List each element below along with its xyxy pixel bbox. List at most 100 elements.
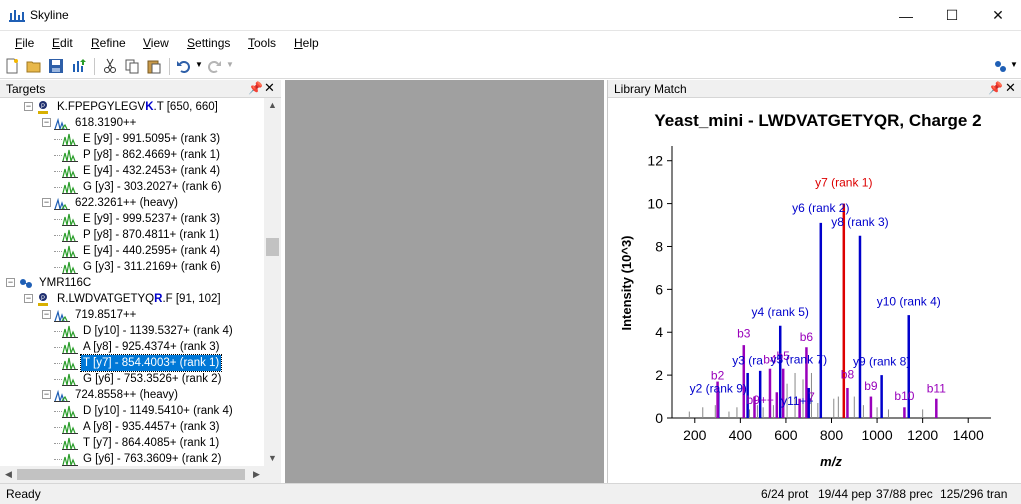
tree-label[interactable]: P [y8] - 862.4669+ (rank 1)	[83, 149, 220, 161]
tree-label[interactable]: P [y8] - 870.4811+ (rank 1)	[83, 229, 220, 241]
tree-row-precursor[interactable]: − 719.8517++	[0, 307, 264, 323]
tree-label[interactable]: G [y6] - 763.3609+ (rank 2)	[83, 453, 222, 465]
menu-help[interactable]: Help	[294, 36, 319, 50]
targets-tree[interactable]: − P K.FPEPGYLEGVK.T [650, 660] −618.3190++ E…	[0, 98, 264, 466]
collapse-toggle[interactable]: −	[24, 293, 33, 303]
tree-label[interactable]: A [y8] - 935.4457+ (rank 3)	[83, 421, 220, 433]
tree-label[interactable]: E [y4] - 440.2595+ (rank 4)	[83, 245, 221, 257]
pin-icon[interactable]: 📌	[988, 81, 1003, 95]
tree-row-precursor[interactable]: − 618.3190++	[0, 115, 264, 131]
status-peptides: 19/44 pep	[818, 487, 872, 501]
tree-label[interactable]: 724.8558++ (heavy)	[75, 389, 178, 401]
scroll-right-icon[interactable]: ▶	[253, 469, 260, 479]
tree-row-transition[interactable]: E [y4] - 440.2595+ (rank 4)	[0, 243, 264, 259]
tree-label[interactable]: E [y4] - 432.2453+ (rank 4)	[83, 165, 221, 177]
scroll-up-icon[interactable]: ▲	[268, 100, 277, 110]
tree-label[interactable]: G [y3] - 303.2027+ (rank 6)	[83, 181, 222, 193]
tree-row-transition[interactable]: G [y6] - 753.3526+ (rank 2)	[0, 371, 264, 387]
spectrum-chart[interactable]: Yeast_mini - LWDVATGETYQR, Charge 2 Inte…	[608, 98, 1020, 482]
undo-icon[interactable]	[176, 58, 192, 74]
tree-label[interactable]: R.LWDVATGETYQR.F [91, 102]	[57, 293, 221, 305]
maximize-button[interactable]: ☐	[945, 7, 959, 23]
pin-icon[interactable]: 📌	[248, 81, 263, 95]
peak-label: b3	[737, 327, 751, 341]
tree-label[interactable]: 719.8517++	[75, 309, 137, 321]
tree-row-precursor[interactable]: − 724.8558++ (heavy)	[0, 387, 264, 403]
menu-settings[interactable]: Settings	[187, 36, 231, 50]
peak-label: b4	[763, 352, 777, 366]
close-button[interactable]: ✕	[992, 7, 1004, 23]
import-results-icon[interactable]	[71, 58, 87, 74]
copy-icon[interactable]	[124, 58, 140, 74]
collapse-toggle[interactable]: −	[24, 101, 33, 111]
tree-label[interactable]: G [y3] - 311.2169+ (rank 6)	[83, 261, 221, 273]
redo-dropdown-icon: ▼	[226, 60, 234, 69]
toolbar-separator	[94, 58, 95, 75]
tree-label[interactable]: 622.3261++ (heavy)	[75, 197, 178, 209]
tree-row-transition[interactable]: G [y6] - 763.3609+ (rank 2)	[0, 451, 264, 466]
close-panel-icon[interactable]: ✕	[1005, 80, 1016, 95]
scroll-thumb[interactable]	[266, 238, 279, 256]
scroll-left-icon[interactable]: ◀	[5, 469, 12, 479]
tree-label[interactable]: YMR116C	[39, 277, 92, 289]
cut-icon[interactable]	[102, 58, 118, 74]
tree-row-transition[interactable]: E [y4] - 432.2453+ (rank 4)	[0, 163, 264, 179]
collapse-toggle[interactable]: −	[6, 277, 15, 287]
horizontal-scrollbar[interactable]: ◀ ▶	[0, 466, 281, 483]
menu-view[interactable]: View	[143, 36, 169, 50]
paste-icon[interactable]	[146, 58, 162, 74]
tree-label[interactable]: E [y9] - 991.5095+ (rank 3)	[83, 133, 221, 145]
minimize-button[interactable]: —	[899, 7, 913, 24]
new-icon[interactable]	[4, 58, 20, 74]
tree-label[interactable]: G [y6] - 753.3526+ (rank 2)	[83, 373, 222, 385]
tree-row-protein[interactable]: − YMR116C	[0, 275, 264, 291]
tree-row-transition[interactable]: T [y7] - 864.4085+ (rank 1)	[0, 435, 264, 451]
tree-row-transition[interactable]: D [y10] - 1139.5327+ (rank 4)	[0, 323, 264, 339]
menu-edit[interactable]: Edit	[52, 36, 73, 50]
collapse-toggle[interactable]: −	[42, 117, 51, 127]
scroll-down-icon[interactable]: ▼	[268, 453, 277, 463]
sync-dropdown-icon[interactable]: ▼	[1010, 60, 1018, 69]
tree-label[interactable]: T [y7] - 864.4085+ (rank 1)	[83, 437, 220, 449]
menu-tools[interactable]: Tools	[248, 36, 277, 50]
vertical-scrollbar[interactable]: ▲ ▼	[264, 98, 281, 466]
tree-row-transition[interactable]: A [y8] - 925.4374+ (rank 3)	[0, 339, 264, 355]
x-tick-label: 400	[729, 427, 753, 443]
tree-label[interactable]: 618.3190++	[75, 117, 137, 129]
tree-row-transition[interactable]: P [y8] - 862.4669+ (rank 1)	[0, 147, 264, 163]
tree-row-transition[interactable]: T [y7] - 854.4003+ (rank 1)	[0, 354, 264, 372]
tree-row-transition[interactable]: G [y3] - 303.2027+ (rank 6)	[0, 179, 264, 195]
undo-dropdown-icon[interactable]: ▼	[195, 60, 203, 69]
tree-row-precursor[interactable]: − 622.3261++ (heavy)	[0, 195, 264, 211]
tree-label[interactable]: E [y9] - 999.5237+ (rank 3)	[83, 213, 221, 225]
tree-row-transition[interactable]: A [y8] - 935.4457+ (rank 3)	[0, 419, 264, 435]
y-tick-label: 0	[655, 410, 663, 426]
menu-refine[interactable]: Refine	[91, 36, 126, 50]
sync-icon[interactable]	[992, 58, 1008, 74]
collapse-toggle[interactable]: −	[42, 197, 51, 207]
tree-row-transition[interactable]: E [y9] - 999.5237+ (rank 3)	[0, 211, 264, 227]
collapse-toggle[interactable]: −	[42, 389, 51, 399]
collapse-toggle[interactable]: −	[42, 309, 51, 319]
tree-row-transition[interactable]: P [y8] - 870.4811+ (rank 1)	[0, 227, 264, 243]
menu-file[interactable]: File	[15, 36, 35, 50]
tree-row-transition[interactable]: E [y9] - 991.5095+ (rank 3)	[0, 131, 264, 147]
tree-label[interactable]: D [y10] - 1139.5327+ (rank 4)	[83, 325, 233, 337]
hscroll-thumb[interactable]	[17, 469, 245, 480]
y-tick-label: 2	[655, 367, 663, 383]
tree-label[interactable]: T [y7] - 854.4003+ (rank 1)	[79, 354, 223, 372]
redo-icon[interactable]	[206, 58, 222, 74]
tree-row-peptide[interactable]: − P K.FPEPGYLEGVK.T [650, 660]	[0, 99, 264, 115]
tree-row-transition[interactable]: G [y3] - 311.2169+ (rank 6)	[0, 259, 264, 275]
save-icon[interactable]	[48, 58, 64, 74]
tree-label[interactable]: A [y8] - 925.4374+ (rank 3)	[83, 341, 220, 353]
tree-row-transition[interactable]: D [y10] - 1149.5410+ (rank 4)	[0, 403, 264, 419]
y-tick-label: 8	[655, 238, 663, 254]
tree-row-peptide[interactable]: − P R.LWDVATGETYQR.F [91, 102]	[0, 291, 264, 307]
open-icon[interactable]	[26, 58, 42, 74]
tree-label[interactable]: K.FPEPGYLEGVK.T [650, 660]	[57, 101, 218, 113]
close-panel-icon[interactable]: ✕	[264, 80, 275, 95]
tree-label[interactable]: D [y10] - 1149.5410+ (rank 4)	[83, 405, 233, 417]
tree-connector	[54, 443, 62, 444]
x-tick-label: 800	[820, 427, 844, 443]
